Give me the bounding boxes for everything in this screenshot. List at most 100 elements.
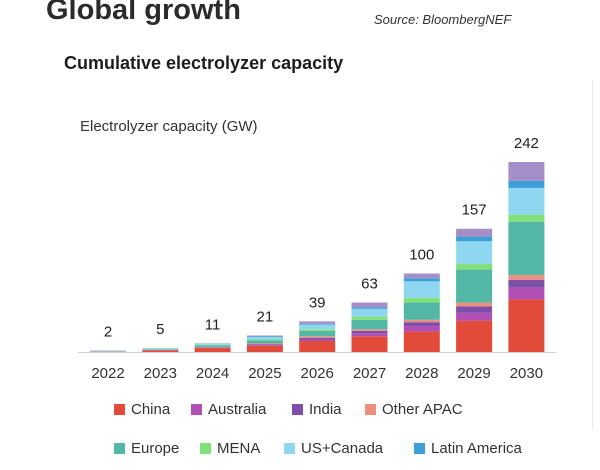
bar-segment-2025-mena <box>246 339 283 341</box>
legend-swatch-china <box>114 404 125 415</box>
chart-title: Cumulative electrolyzer capacity <box>64 53 344 73</box>
bar-segment-2024-europe <box>194 345 231 347</box>
bar-segment-2028-latin-america <box>403 278 440 282</box>
x-tick-label-2022: 2022 <box>91 365 124 382</box>
legend-label-latin-america: Latin America <box>431 440 522 457</box>
x-tick-label-2024: 2024 <box>196 365 229 382</box>
x-tick-label-2030: 2030 <box>510 365 543 382</box>
bar-segment-2028-australia <box>403 326 440 332</box>
bar-segment-2027-india <box>351 330 388 334</box>
bar-segment-2028-other-apac <box>403 319 440 323</box>
bar-segment-2025-us-canada <box>246 337 283 340</box>
bar-segment-2030-other <box>508 162 545 181</box>
bar-segment-2026-australia <box>299 339 336 342</box>
bar-segment-2030-australia <box>508 287 545 300</box>
bar-segment-2027-europe <box>351 319 388 330</box>
legend-item-latin-america: Latin America <box>414 440 522 457</box>
bar-segment-2030-mena <box>508 214 545 222</box>
bar-segment-2026-china <box>299 341 336 352</box>
bar-segment-2029-other-apac <box>456 302 493 307</box>
legend-item-india: India <box>292 401 342 418</box>
legend-label-india: India <box>309 401 342 418</box>
bar-segment-2026-mena <box>299 329 336 331</box>
bar-segment-2026-other <box>299 321 336 324</box>
x-tick-label-2026: 2026 <box>301 365 334 382</box>
legend-swatch-mena <box>200 443 211 454</box>
legend-label-mena: MENA <box>217 440 261 457</box>
bar-segment-2028-china <box>403 331 440 352</box>
bar-segment-2029-australia <box>456 312 493 321</box>
bar-segment-2030-europe <box>508 221 545 276</box>
bar-segment-2029-china <box>456 320 493 352</box>
bar-segment-2028-europe <box>403 302 440 320</box>
total-label-2026: 39 <box>309 294 326 311</box>
x-tick-label-2025: 2025 <box>248 365 281 382</box>
bar-segment-2029-latin-america <box>456 236 493 242</box>
bar-segment-2025-latin-america <box>246 336 283 338</box>
legend-item-mena: MENA <box>200 440 260 457</box>
total-label-2030: 242 <box>514 135 539 152</box>
x-tick-label-2023: 2023 <box>144 365 177 382</box>
bar-segment-2028-us-canada <box>403 281 440 298</box>
legend-swatch-us-canada <box>284 443 295 454</box>
bar-segment-2027-other <box>351 302 388 308</box>
total-label-2025: 21 <box>257 309 274 326</box>
legend-label-us-canada: US+Canada <box>301 440 384 457</box>
bar-segment-2023-china <box>142 350 179 352</box>
bar-segment-2029-other <box>456 228 493 237</box>
legend-swatch-australia <box>191 404 202 415</box>
bar-segment-2026-europe <box>299 330 336 337</box>
legend-swatch-latin-america <box>414 443 425 454</box>
source-note: Source: BloombergNEF <box>374 12 512 27</box>
legend-swatch-india <box>292 404 303 415</box>
edge-divider <box>592 80 593 430</box>
total-label-2024: 11 <box>205 316 221 333</box>
bar-segment-2025-australia <box>246 344 283 346</box>
bar-segment-2027-mena <box>351 316 388 320</box>
total-label-2028: 100 <box>409 246 434 263</box>
bar-segment-2029-us-canada <box>456 241 493 265</box>
legend-item-us-canada: US+Canada <box>284 440 383 457</box>
bar-segment-2029-mena <box>456 264 493 270</box>
bar-segment-2024-us-canada <box>194 343 231 346</box>
legend-swatch-other-apac <box>365 404 376 415</box>
page-title: Global growth <box>46 0 241 26</box>
total-label-2023: 5 <box>156 321 164 338</box>
legend-swatch-europe <box>114 443 125 454</box>
legend-label-australia: Australia <box>208 401 267 418</box>
bar-segment-2029-europe <box>456 269 493 303</box>
legend-item-australia: Australia <box>191 401 266 418</box>
legend-label-china: China <box>131 401 171 418</box>
y-axis-label: Electrolyzer capacity (GW) <box>80 118 258 135</box>
bar-segment-2026-other-apac <box>299 336 336 338</box>
bar-segment-2028-mena <box>403 297 440 303</box>
bar-segment-2027-us-canada <box>351 308 388 317</box>
bar-segment-2025-europe <box>246 340 283 344</box>
legend-item-europe: Europe <box>114 440 179 457</box>
bar-segment-2023-europe <box>142 349 179 350</box>
bar-segment-2025-china <box>246 345 283 352</box>
total-label-2029: 157 <box>462 202 487 219</box>
bar-segment-2030-us-canada <box>508 187 545 215</box>
bar-segment-2029-india <box>456 306 493 313</box>
bar-segment-2027-other-apac <box>351 329 388 331</box>
x-tick-label-2027: 2027 <box>353 365 386 382</box>
bar-segment-2025-india <box>246 344 283 345</box>
bar-segment-2027-china <box>351 336 388 352</box>
bar-segment-2030-other-apac <box>508 275 545 280</box>
x-tick-label-2028: 2028 <box>405 365 438 382</box>
bar-segment-2030-latin-america <box>508 180 545 188</box>
bar-segment-2027-australia <box>351 333 388 337</box>
bar-segment-2026-latin-america <box>299 323 336 325</box>
bar-segment-2026-india <box>299 337 336 340</box>
legend-label-europe: Europe <box>131 440 180 457</box>
legend-label-other-apac: Other APAC <box>382 401 463 418</box>
legend-item-other-apac: Other APAC <box>365 401 463 418</box>
legend-item-china: China <box>114 401 170 418</box>
bar-segment-2030-india <box>508 279 545 288</box>
x-tick-label-2029: 2029 <box>457 365 490 382</box>
total-label-2022: 2 <box>104 323 112 340</box>
bar-segment-2028-other <box>403 273 440 279</box>
bar-segment-2025-other <box>246 335 283 337</box>
